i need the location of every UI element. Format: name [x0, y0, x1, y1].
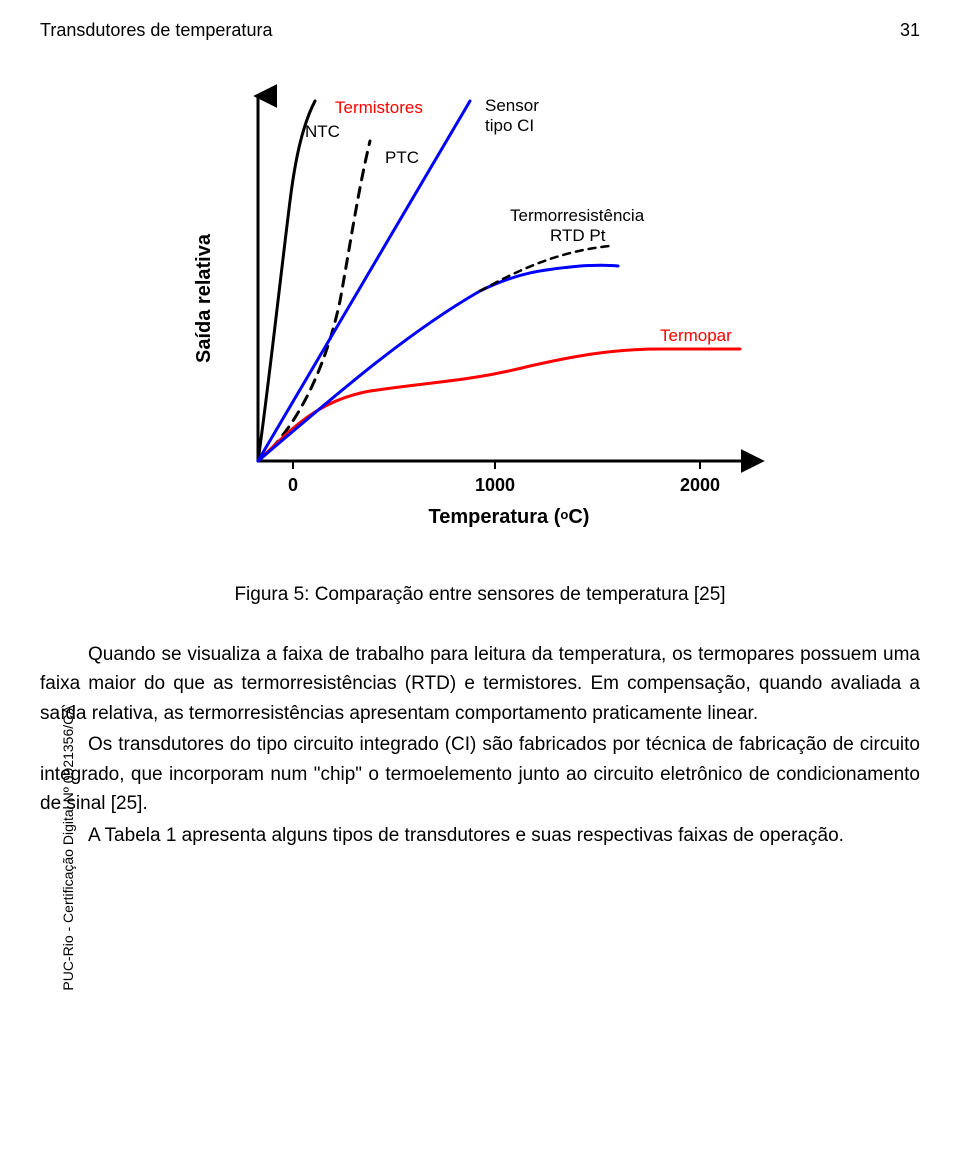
- svg-text:Temperatura (oC): Temperatura (oC): [429, 506, 590, 528]
- svg-text:RTD Pt: RTD Pt: [550, 226, 606, 245]
- paragraph: A Tabela 1 apresenta alguns tipos de tra…: [40, 821, 920, 850]
- svg-text:NTC: NTC: [305, 122, 340, 141]
- svg-text:Termorresistência: Termorresistência: [510, 206, 645, 225]
- svg-text:Termopar: Termopar: [660, 326, 732, 345]
- svg-text:0: 0: [288, 475, 298, 495]
- section-title: Transdutores de temperatura: [40, 20, 272, 41]
- body-text: Quando se visualiza a faixa de trabalho …: [40, 640, 920, 850]
- svg-text:tipo CI: tipo CI: [485, 116, 534, 135]
- svg-text:Termistores: Termistores: [335, 98, 423, 117]
- page-header: Transdutores de temperatura 31: [40, 20, 920, 41]
- comparison-chart: 0 1000 2000 Temperatura (oC) Saída relativa T…: [140, 71, 820, 556]
- svg-text:PTC: PTC: [385, 148, 419, 167]
- svg-text:Sensor: Sensor: [485, 96, 539, 115]
- paragraph: Quando se visualiza a faixa de trabalho …: [40, 640, 920, 728]
- page-number: 31: [900, 20, 920, 41]
- figure-caption: Figura 5: Comparação entre sensores de t…: [40, 584, 920, 606]
- svg-text:2000: 2000: [680, 475, 720, 495]
- certification-side-label: PUC-Rio - Certificação Digital Nº 092135…: [60, 658, 76, 1038]
- svg-text:1000: 1000: [475, 475, 515, 495]
- paragraph: Os transdutores do tipo circuito integra…: [40, 730, 920, 818]
- svg-text:Saída relativa: Saída relativa: [193, 233, 215, 363]
